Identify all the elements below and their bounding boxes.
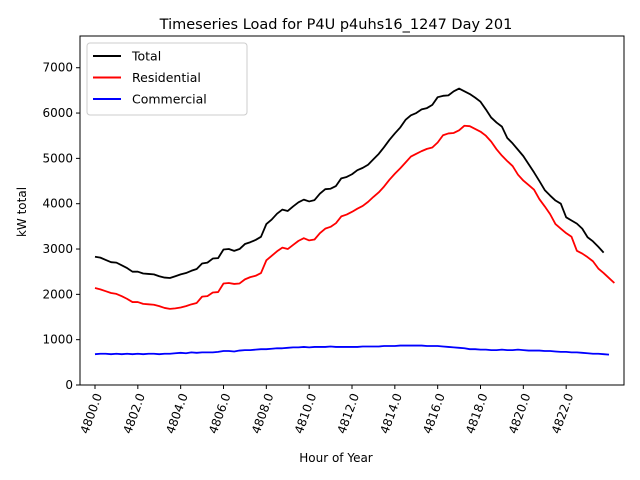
series-line-commercial [94, 344, 610, 356]
y-tick-label: 7000 [42, 61, 73, 75]
legend-label-total: Total [131, 49, 161, 64]
legend: Total Residential Commercial [86, 42, 248, 116]
legend-label-residential: Residential [132, 70, 201, 85]
series-layer [94, 87, 615, 356]
y-tick-label: 5000 [42, 151, 73, 165]
legend-label-commercial: Commercial [132, 92, 207, 107]
y-tick-label: 4000 [42, 197, 73, 211]
series-line-residential [94, 124, 615, 310]
y-tick-label: 6000 [42, 106, 73, 120]
y-axis-label: kW total [15, 187, 29, 237]
legend-box [86, 42, 248, 116]
y-tick-label: 2000 [42, 287, 73, 301]
series-line-total [94, 87, 605, 279]
x-axis-label: Hour of Year [299, 451, 373, 465]
y-tick-label: 1000 [42, 333, 73, 347]
y-tick-label: 0 [65, 378, 73, 392]
y-tick-label: 3000 [42, 242, 73, 256]
chart-title: Timeseries Load for P4U p4uhs16_1247 Day… [159, 17, 513, 33]
y-axis: 0 1000 2000 3000 4000 5000 6000 7000 [42, 61, 80, 392]
